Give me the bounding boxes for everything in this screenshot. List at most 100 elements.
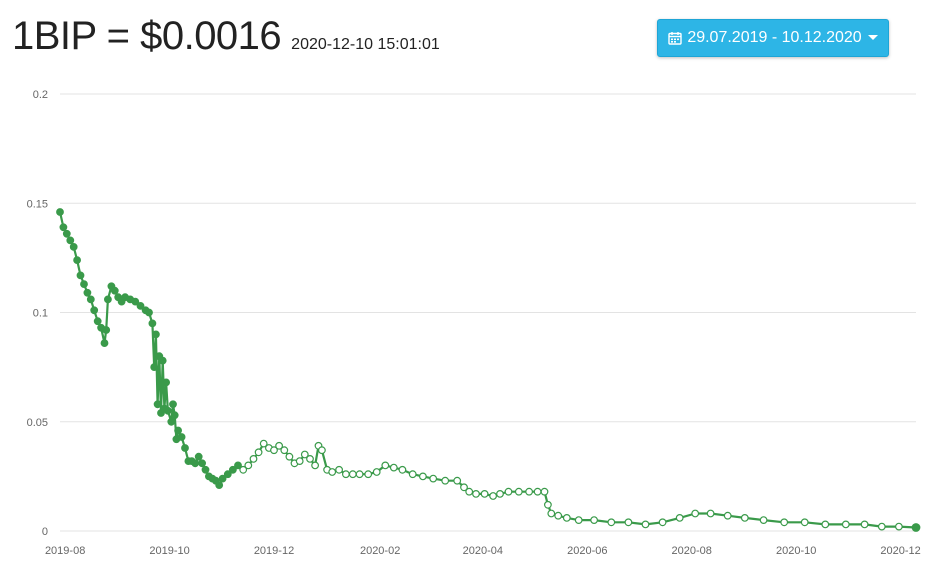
data-point [759,516,768,524]
data-point [131,297,140,306]
data-point [895,522,903,531]
data-point [398,465,407,474]
data-point [389,463,398,472]
data-point [514,487,523,496]
data-point [480,490,489,498]
data-point [723,511,732,520]
data-point [167,417,176,426]
data-point [554,511,563,520]
data-point [162,378,171,387]
data-point [191,459,200,468]
x-tick-label: 2020-04 [463,545,503,557]
data-point [136,302,145,310]
data-point [306,455,314,463]
data-point [453,476,462,485]
data-point [198,459,207,468]
date-range-button[interactable]: 29.07.2019 - 10.12.2020 [657,19,889,57]
data-point [223,470,232,479]
data-point [201,465,210,474]
data-point [335,465,344,474]
data-point [658,518,667,527]
data-point [76,271,85,280]
page-header: 1BIP = $0.0016 2020-12-10 15:01:01 [12,14,440,59]
data-point [174,426,183,435]
data-point [150,363,159,372]
data-point [355,470,364,479]
y-axis: 0 0.05 0.1 0.15 0.2 [27,89,48,538]
data-point [408,470,417,479]
data-point [547,509,556,518]
data-point [100,339,109,348]
data-point [489,492,498,500]
data-point [110,286,119,295]
data-point [429,474,438,483]
chart-grid [60,93,916,532]
data-point [177,433,186,441]
data-point [841,520,850,529]
data-point [194,452,203,461]
data-point [153,400,162,409]
data-point [460,483,468,492]
x-tick-label: 2020-08 [672,545,712,557]
data-point [59,223,68,232]
caret-down-icon [867,35,878,41]
x-tick-label: 2020-10 [776,545,816,557]
data-point [148,319,157,328]
data-point [877,522,886,531]
x-tick-label: 2020-02 [360,545,400,557]
data-point [624,518,633,527]
data-point [163,406,172,415]
data-point [496,490,504,498]
data-point [540,487,549,496]
data-point [244,461,253,470]
data-point [328,468,337,476]
data-point [102,326,111,334]
data-point [381,461,390,470]
data-point [311,461,320,470]
y-tick-label: 0 [42,526,48,538]
price-timestamp: 2020-12-10 15:01:01 [291,36,440,53]
data-point [544,500,552,509]
x-tick-label: 2019-12 [254,545,294,557]
data-point [228,465,237,474]
data-point [300,450,309,459]
data-point [465,487,474,496]
data-point [249,455,258,463]
data-point [90,306,99,315]
data-point [860,520,869,529]
data-point [158,356,167,365]
data-point [641,520,650,529]
data-point [280,446,289,455]
price-heading: 1BIP = $0.0016 [12,14,282,58]
data-point [590,516,598,524]
data-point [103,295,112,304]
data-point [66,236,75,245]
data-point [911,523,921,532]
data-point [169,400,177,409]
data-point [419,472,427,481]
y-tick-label: 0.05 [27,417,48,429]
data-point [215,481,224,490]
data-point [780,518,789,527]
x-tick-label: 2020-12 [880,545,920,557]
data-point [348,470,357,479]
data-point [607,518,616,527]
data-point [56,208,64,216]
data-point [295,457,304,466]
data-point [93,317,102,326]
data-point [69,242,78,251]
data-point [80,280,88,289]
data-point [145,308,153,317]
data-point [83,288,92,297]
data-point [533,487,542,496]
data-point [504,487,513,496]
data-point [259,439,268,448]
x-tick-label: 2019-08 [45,545,85,557]
y-tick-label: 0.15 [27,198,48,210]
data-point [706,509,715,518]
data-point [342,470,350,479]
y-tick-label: 0.1 [33,308,48,320]
data-point [275,441,284,450]
data-point [740,514,749,522]
data-point [86,295,95,304]
